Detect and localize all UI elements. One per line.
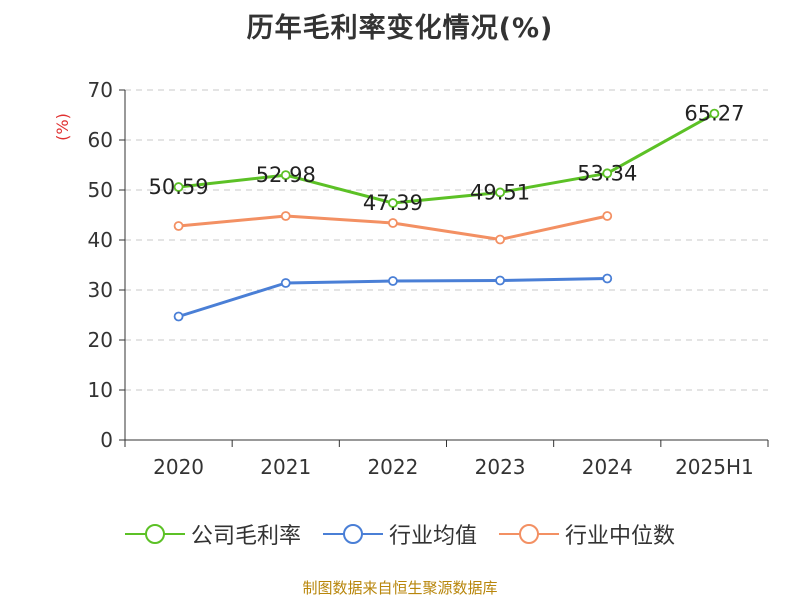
- x-tick-label: 2025H1: [675, 455, 754, 479]
- data-point: [602, 211, 613, 221]
- legend-label-company: 公司毛利率: [190, 524, 301, 549]
- series-lines: [173, 108, 720, 322]
- data-label: 52.98: [256, 163, 316, 187]
- x-tick-label: 2020: [153, 455, 204, 479]
- legend-item-industry-mean[interactable]: 行业均值: [322, 518, 477, 550]
- data-point: [495, 275, 505, 286]
- source-note: 制图数据来自恒生聚源数据库: [302, 579, 498, 597]
- data-label: 49.51: [470, 180, 530, 204]
- y-tick-label: 70: [88, 78, 113, 102]
- y-tick-label: 50: [88, 178, 113, 202]
- legend-item-industry-median[interactable]: 行业中位数: [499, 518, 675, 550]
- y-tick-label: 30: [88, 278, 113, 302]
- x-tick-label: 2022: [367, 455, 418, 479]
- grid-lines: [125, 89, 768, 391]
- y-tick-label: 20: [88, 328, 113, 352]
- y-tick-label: 0: [100, 428, 113, 452]
- data-point: [280, 170, 291, 181]
- data-point: [388, 198, 398, 208]
- data-point: [388, 276, 398, 286]
- data-point: [602, 168, 613, 179]
- data-label: 50.59: [149, 175, 209, 199]
- legend-label-industry-mean: 行业均值: [388, 524, 477, 549]
- data-point: [280, 278, 291, 288]
- x-tick-label: 2021: [260, 455, 311, 479]
- y-axis-ticks: 0 10 20 30 40 50 60 70: [88, 78, 125, 452]
- y-tick-label: 10: [88, 378, 113, 402]
- legend: 公司毛利率 行业均值 行业中位数: [0, 518, 800, 550]
- legend-marker-industry-mean: [322, 524, 383, 544]
- y-tick-label: 60: [88, 128, 113, 152]
- y-axis-label: (%): [53, 113, 72, 141]
- chart-title: 历年毛利率变化情况(%): [246, 13, 554, 44]
- legend-marker-industry-median: [499, 524, 559, 544]
- data-point: [495, 234, 505, 245]
- data-label: 47.39: [363, 191, 423, 215]
- data-point: [602, 273, 613, 284]
- y-tick-label: 40: [88, 228, 113, 252]
- data-point: [495, 187, 505, 198]
- x-axis-ticks: 2020 2021 2022 2023 2024 2025H1: [124, 440, 769, 479]
- data-point: [709, 108, 720, 119]
- x-tick-label: 2023: [475, 455, 526, 479]
- data-labels: 50.59 52.98 47.39 49.51 53.34 65.27: [149, 102, 745, 215]
- x-tick-label: 2024: [582, 455, 633, 479]
- data-point: [173, 221, 184, 231]
- data-point: [280, 211, 291, 221]
- data-point: [173, 182, 184, 192]
- data-label: 65.27: [684, 102, 744, 126]
- legend-marker-company: [124, 524, 185, 544]
- data-point: [173, 311, 184, 322]
- axes: [124, 90, 768, 441]
- series-line: [178, 112, 716, 205]
- data-label: 53.34: [577, 161, 637, 185]
- legend-label-industry-median: 行业中位数: [565, 524, 676, 549]
- data-point: [388, 218, 398, 228]
- legend-item-company[interactable]: 公司毛利率: [124, 518, 301, 550]
